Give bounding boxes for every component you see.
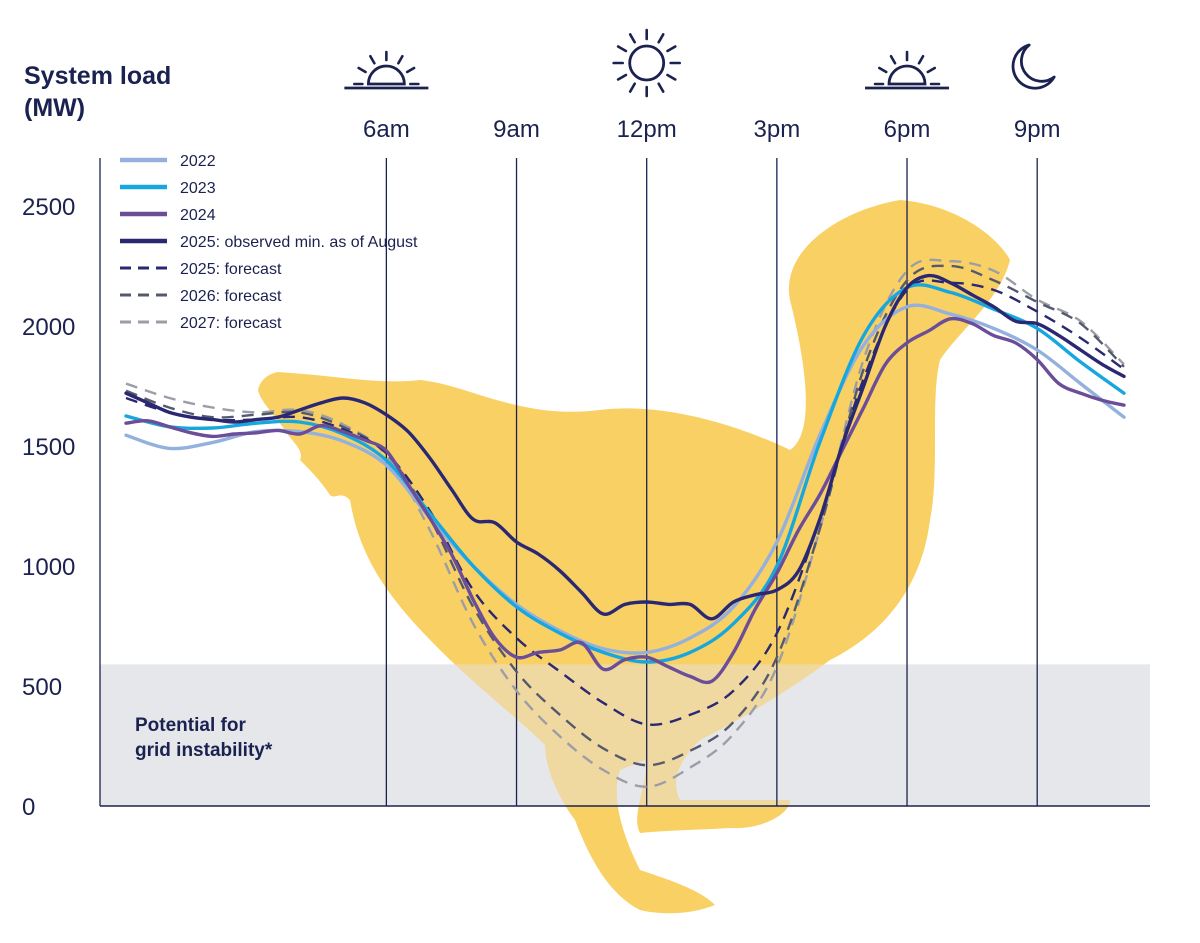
- y-axis-label: System load (MW): [24, 62, 172, 122]
- legend-item: 2025: forecast: [120, 261, 282, 278]
- y-tick-label: 1500: [22, 434, 75, 461]
- zone-label: Potential for grid instability*: [135, 715, 273, 761]
- legend-label: 2026: forecast: [180, 288, 282, 305]
- time-icons: [344, 28, 1056, 98]
- legend-label: 2022: [180, 153, 216, 170]
- sunrise-icon: [344, 50, 429, 90]
- zone-label-line: Potential for: [135, 715, 246, 736]
- axes: [99, 158, 1150, 807]
- legend-label: 2024: [180, 207, 216, 224]
- y-tick-label: 500: [22, 674, 62, 701]
- x-tick-label: 6pm: [884, 116, 931, 143]
- series-line-2024: [124, 316, 1126, 685]
- legend-item: 2025: observed min. as of August: [120, 234, 418, 251]
- y-tick-label: 1000: [22, 554, 75, 581]
- legend-item: 2027: forecast: [120, 315, 282, 332]
- legend-label: 2023: [180, 180, 216, 197]
- y-tick-labels: 0 500 1000 1500 2000 2500: [22, 194, 75, 821]
- y-tick-label: 2000: [22, 314, 75, 341]
- legend: 2022 2023 2024 2025: observed min. as of Au…: [120, 153, 418, 332]
- x-tick-label: 6am: [363, 116, 410, 143]
- x-tick-labels: 6am 9am 12pm 3pm 6pm 9pm: [363, 116, 1061, 143]
- time-gridlines: [385, 158, 1038, 806]
- legend-item: 2026: forecast: [120, 288, 282, 305]
- y-tick-label: 2500: [22, 194, 75, 221]
- series-line-2027-forecast: [125, 258, 1125, 789]
- y-tick-label: 0: [22, 794, 35, 821]
- x-tick-label: 3pm: [754, 116, 801, 143]
- instability-zone-overlay: [100, 664, 1150, 806]
- legend-label: 2025: observed min. as of August: [180, 234, 418, 251]
- legend-item: 2022: [120, 153, 216, 170]
- legend-label: 2025: forecast: [180, 261, 282, 278]
- x-tick-label: 9pm: [1014, 116, 1061, 143]
- series-line-2022: [124, 303, 1126, 655]
- zone-label-line: grid instability*: [135, 740, 273, 761]
- legend-item: 2023: [120, 180, 216, 197]
- sun-icon: [612, 28, 681, 98]
- moon-icon: [1011, 43, 1056, 90]
- series-line-2025-observed-min-as-of-august: [124, 273, 1126, 621]
- series-line-2023: [124, 283, 1126, 664]
- duck-silhouette-icon: [258, 200, 1010, 914]
- instability-zone-shade: [100, 664, 1150, 806]
- sunset-icon: [865, 50, 950, 90]
- legend-item: 2024: [120, 207, 216, 224]
- x-tick-label: 12pm: [617, 116, 677, 143]
- series-layer: [124, 258, 1126, 789]
- legend-label: 2027: forecast: [180, 315, 282, 332]
- x-tick-label: 9am: [493, 116, 540, 143]
